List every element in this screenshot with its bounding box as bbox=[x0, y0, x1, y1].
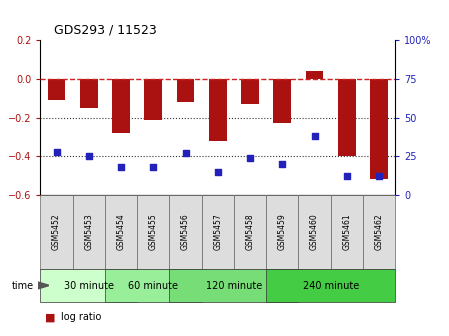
Bar bbox=[363, 195, 395, 269]
Text: ■: ■ bbox=[45, 312, 55, 323]
Text: GSM5453: GSM5453 bbox=[84, 213, 93, 250]
Text: GSM5458: GSM5458 bbox=[246, 213, 255, 250]
Bar bbox=[330, 195, 363, 269]
Bar bbox=[169, 195, 202, 269]
Bar bbox=[306, 71, 323, 79]
Bar bbox=[40, 195, 73, 269]
Point bbox=[247, 155, 254, 161]
Bar bbox=[299, 195, 330, 269]
Text: GSM5456: GSM5456 bbox=[181, 213, 190, 250]
Text: GDS293 / 11523: GDS293 / 11523 bbox=[54, 24, 157, 37]
Bar bbox=[80, 79, 97, 108]
Bar bbox=[169, 269, 299, 302]
Text: 240 minute: 240 minute bbox=[303, 281, 359, 291]
Text: 60 minute: 60 minute bbox=[128, 281, 178, 291]
Bar bbox=[73, 195, 105, 269]
Text: GSM5455: GSM5455 bbox=[149, 213, 158, 250]
Bar bbox=[40, 269, 137, 302]
Bar bbox=[234, 195, 266, 269]
Point bbox=[343, 174, 350, 179]
Bar bbox=[176, 79, 194, 102]
Point bbox=[53, 149, 60, 154]
Point bbox=[311, 133, 318, 139]
Bar bbox=[48, 79, 66, 100]
Text: GSM5462: GSM5462 bbox=[374, 213, 383, 250]
Text: 120 minute: 120 minute bbox=[206, 281, 262, 291]
Bar bbox=[105, 195, 137, 269]
Bar bbox=[209, 79, 227, 141]
Text: 30 minute: 30 minute bbox=[64, 281, 114, 291]
Point bbox=[150, 164, 157, 170]
Point bbox=[214, 169, 221, 174]
Bar bbox=[112, 79, 130, 133]
Text: GSM5461: GSM5461 bbox=[342, 213, 351, 250]
Point bbox=[375, 174, 383, 179]
Point bbox=[182, 151, 189, 156]
Bar bbox=[370, 79, 388, 179]
Bar bbox=[145, 79, 162, 120]
Bar bbox=[266, 269, 395, 302]
Bar bbox=[202, 195, 234, 269]
Bar bbox=[241, 79, 259, 104]
Bar bbox=[266, 195, 299, 269]
Text: time: time bbox=[12, 281, 34, 291]
Point bbox=[85, 154, 92, 159]
Text: GSM5452: GSM5452 bbox=[52, 213, 61, 250]
Point bbox=[118, 164, 125, 170]
Point bbox=[279, 161, 286, 167]
Text: GSM5457: GSM5457 bbox=[213, 213, 222, 250]
Text: log ratio: log ratio bbox=[61, 312, 101, 323]
Text: GSM5454: GSM5454 bbox=[117, 213, 126, 250]
Bar bbox=[338, 79, 356, 156]
Bar bbox=[105, 269, 202, 302]
Bar bbox=[137, 195, 169, 269]
Bar bbox=[273, 79, 291, 123]
Text: GSM5460: GSM5460 bbox=[310, 213, 319, 250]
Polygon shape bbox=[38, 282, 49, 289]
Text: GSM5459: GSM5459 bbox=[278, 213, 287, 250]
